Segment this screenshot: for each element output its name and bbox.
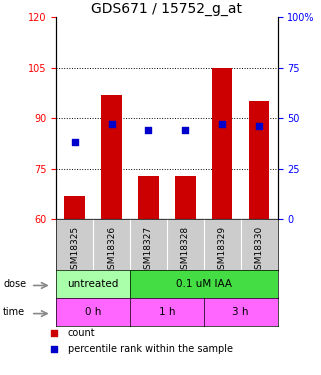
Text: 3 h: 3 h (232, 307, 249, 317)
Bar (65, 196, 85, 219)
Point (52, 346, 57, 352)
Title: GDS671 / 15752_g_at: GDS671 / 15752_g_at (91, 2, 242, 16)
Text: dose: dose (3, 279, 26, 289)
Text: time: time (3, 307, 25, 317)
Text: percentile rank within the sample: percentile rank within the sample (68, 344, 233, 354)
Point (183, 127, 188, 133)
Bar (212, 68, 232, 219)
Text: GSM18330: GSM18330 (255, 225, 264, 275)
Text: untreated: untreated (67, 279, 119, 289)
Bar (138, 176, 159, 219)
Text: GSM18329: GSM18329 (218, 225, 227, 274)
Text: GSM18326: GSM18326 (107, 225, 116, 274)
Point (52, 330, 57, 336)
Text: 1 h: 1 h (159, 307, 175, 317)
Text: GSM18328: GSM18328 (181, 225, 190, 274)
Point (109, 121, 114, 127)
Text: count: count (68, 328, 96, 338)
Point (220, 121, 225, 127)
Bar (249, 101, 269, 219)
Text: 0 h: 0 h (85, 307, 101, 317)
Text: GSM18327: GSM18327 (144, 225, 153, 274)
Point (72, 140, 77, 146)
Bar (175, 176, 195, 219)
Point (256, 123, 262, 129)
Text: GSM18325: GSM18325 (70, 225, 79, 274)
Text: 0.1 uM IAA: 0.1 uM IAA (176, 279, 232, 289)
Point (146, 127, 151, 133)
Bar (101, 94, 122, 219)
